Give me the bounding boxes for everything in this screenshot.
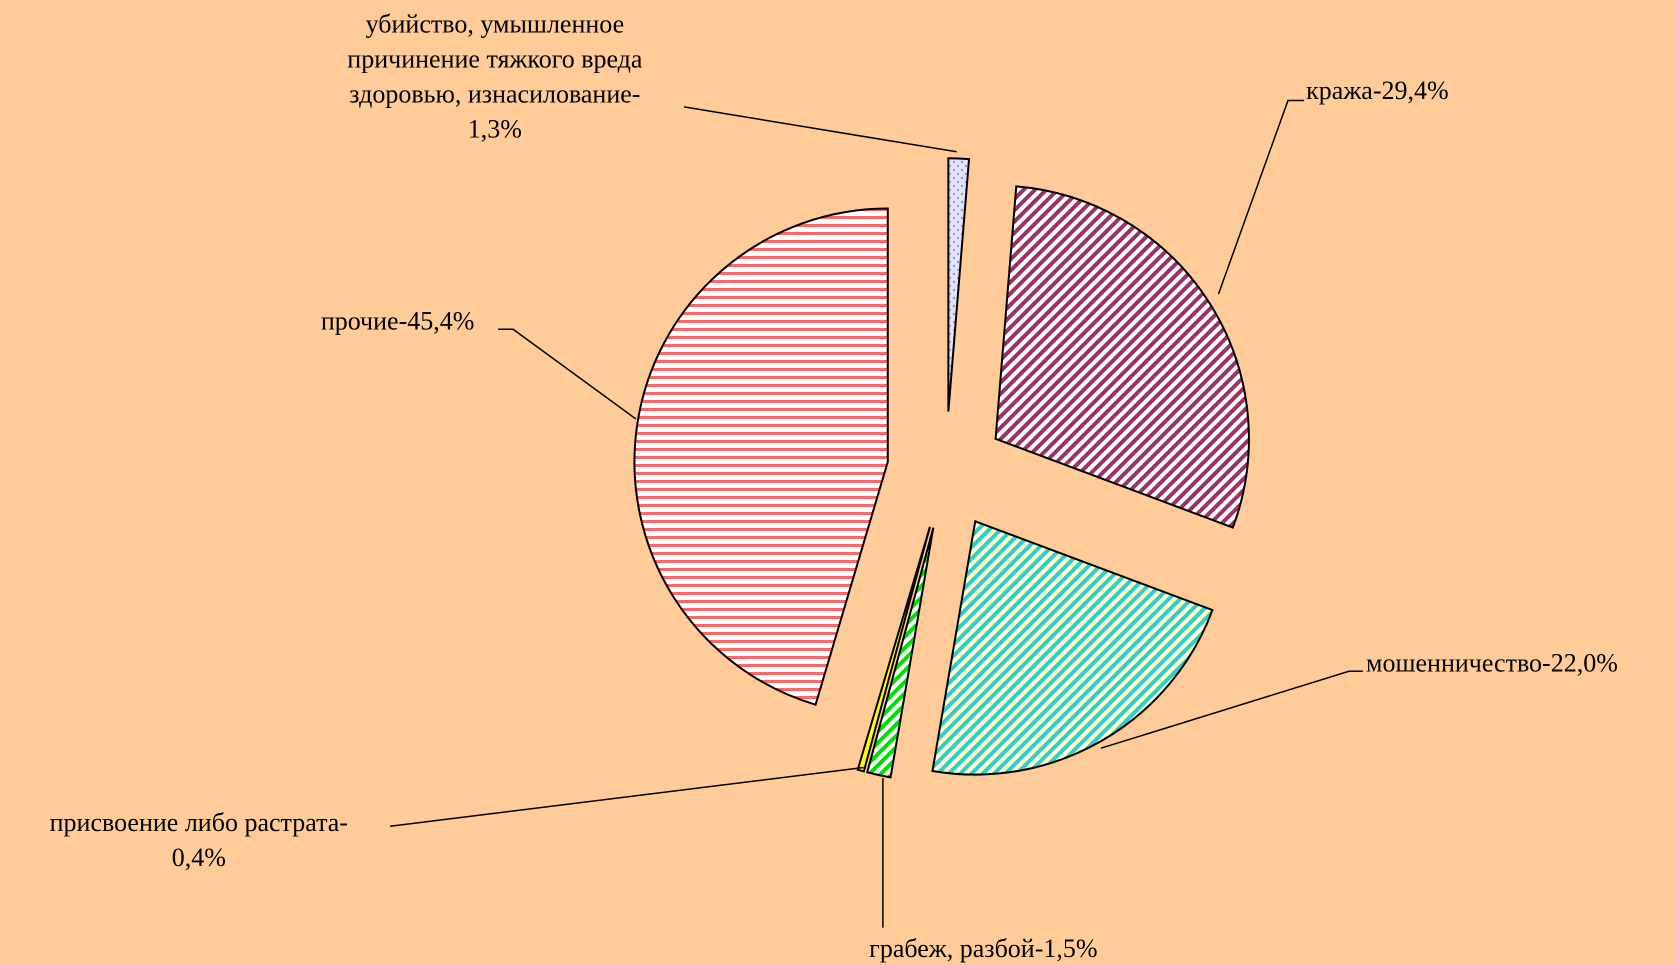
pie-slice (931, 519, 1214, 776)
pie-slice (856, 526, 931, 773)
slice-label: присвоение либо растрата-0,4% (50, 808, 348, 872)
slice-label: мошенничество-22,0% (1366, 649, 1618, 678)
leader-line (1100, 670, 1363, 749)
pie-slice (633, 207, 889, 706)
pie-slice (947, 157, 971, 412)
leader-line (683, 106, 957, 153)
slice-label: прочие-45,4% (321, 307, 475, 336)
slice-label: убийство, умышленное причинение тяжкого в… (347, 10, 643, 144)
leader-line (390, 766, 864, 827)
slice-label: кража-29,4% (1306, 76, 1449, 105)
pie-slice (994, 185, 1250, 529)
leader-line (498, 328, 637, 420)
pie-slice (866, 527, 935, 779)
leader-line (1217, 99, 1305, 295)
slice-label: грабеж, разбой-1,5% (869, 934, 1097, 963)
